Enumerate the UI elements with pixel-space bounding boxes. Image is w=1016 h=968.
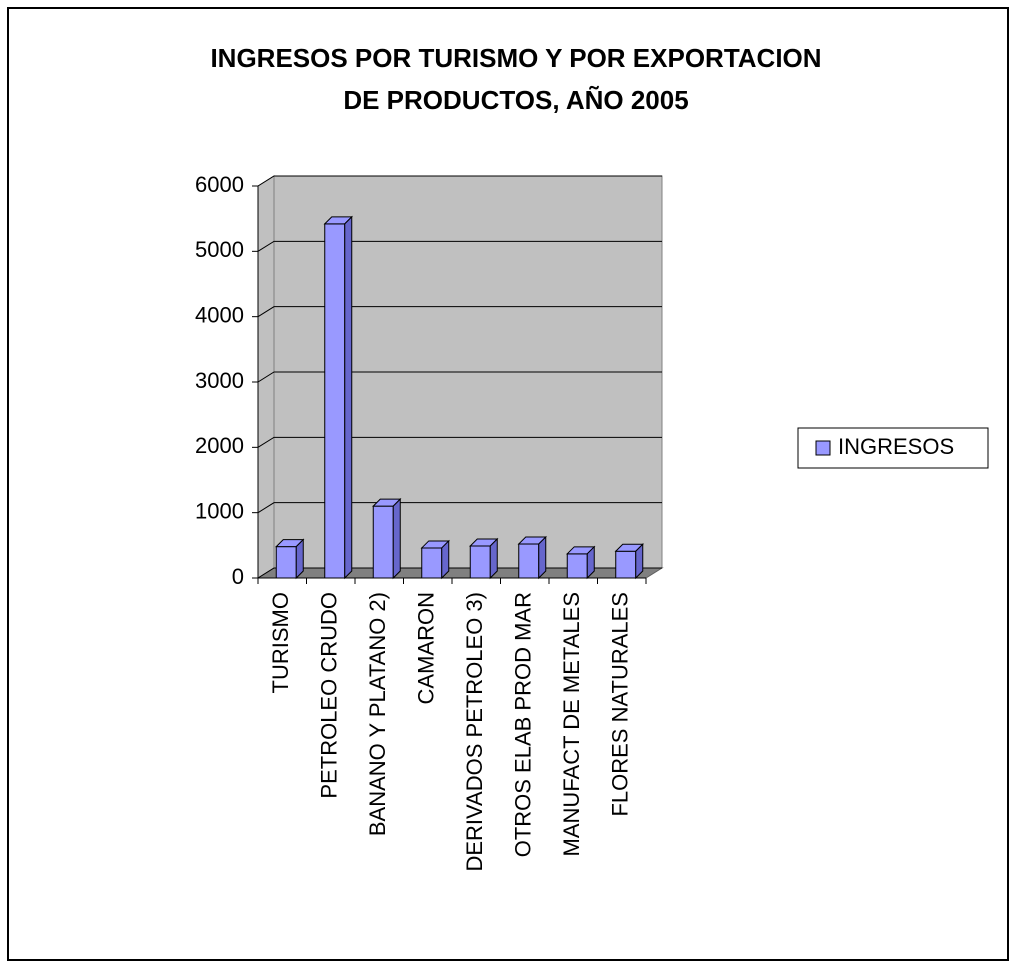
x-tick-label: CAMARON: [414, 592, 439, 704]
legend-marker: [815, 440, 831, 456]
chart-title: INGRESOS POR TURISMO Y POR EXPORTACION: [210, 43, 821, 73]
y-tick-label: 4000: [195, 302, 244, 327]
y-tick-label: 0: [232, 564, 244, 589]
y-tick-label: 6000: [195, 172, 244, 197]
bar-side: [489, 537, 498, 580]
grid-line: [257, 371, 662, 383]
bar-side: [441, 539, 450, 580]
x-tick-label: TURISMO: [268, 592, 293, 693]
grid-line: [257, 306, 662, 318]
bar-side: [392, 497, 401, 580]
x-tick-label: BANANO Y PLATANO 2): [365, 592, 390, 836]
bar: [469, 545, 491, 579]
legend-label: INGRESOS: [838, 434, 954, 459]
bar: [615, 550, 637, 579]
bar: [421, 547, 443, 579]
bar: [275, 546, 297, 579]
x-tick-label: OTROS ELAB PROD MAR: [511, 592, 536, 857]
grid-line: [257, 436, 662, 448]
chart-title: DE PRODUCTOS, AÑO 2005: [343, 85, 688, 115]
bar: [566, 553, 588, 579]
y-tick-label: 2000: [195, 433, 244, 458]
bar-side: [538, 535, 547, 580]
y-tick-label: 1000: [195, 498, 244, 523]
x-tick-label: MANUFACT DE METALES: [559, 592, 584, 856]
bar: [324, 223, 346, 579]
bar: [372, 505, 394, 579]
grid-line: [257, 175, 662, 187]
x-tick-label: FLORES NATURALES: [608, 592, 633, 817]
y-tick-label: 3000: [195, 368, 244, 393]
bar-side: [586, 545, 595, 580]
bar-side: [635, 543, 644, 580]
x-tick-label: DERIVADOS PETROLEO 3): [462, 592, 487, 872]
x-tick-label: PETROLEO CRUDO: [317, 592, 342, 799]
y-tick-label: 5000: [195, 237, 244, 262]
grid-line: [257, 240, 662, 252]
bar-side: [344, 215, 353, 580]
floor: [256, 567, 664, 579]
bar: [518, 543, 540, 579]
grid-line: [257, 502, 662, 514]
bar-side: [295, 538, 304, 580]
